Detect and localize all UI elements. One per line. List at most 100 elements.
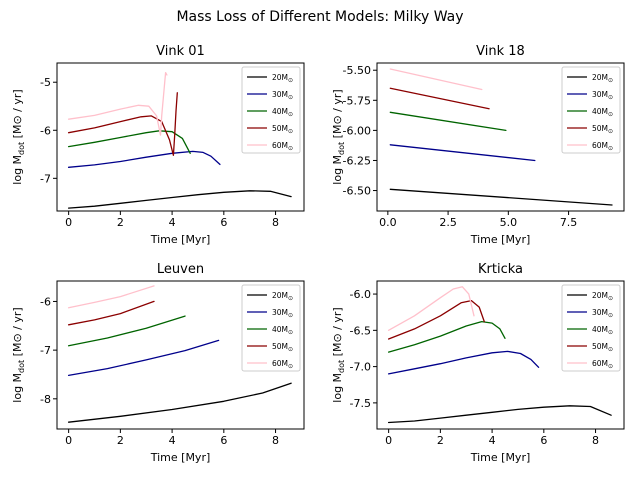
series-line-30msun [387,350,540,375]
x-tick-label: 8 [272,216,279,229]
legend-label: 20M⊙ [592,291,613,302]
legend-entry-30msun: 30M⊙ [247,308,293,319]
series-lines [67,285,292,423]
series-line-20msun [67,382,292,423]
legend-label: 40M⊙ [272,107,293,118]
legend-label-value: 40 [592,325,602,334]
legend-label: 50M⊙ [592,342,613,353]
legend-label-unit: M [602,359,608,368]
figure-suptitle: Mass Loss of Different Models: Milky Way [176,9,463,25]
series-lines [387,286,612,424]
legend-entry-60msun: 60M⊙ [247,141,293,152]
legend-label-sun: ⊙ [288,94,293,101]
legend-entry-20msun: 20M⊙ [247,291,293,302]
series-line-40msun [387,320,506,353]
legend-label: 30M⊙ [272,308,293,319]
legend-label-value: 50 [592,124,602,133]
legend-label-sun: ⊙ [608,346,613,353]
panel-title: Leuven [157,262,204,277]
legend-label-value: 30 [272,308,282,317]
legend-entry-60msun: 60M⊙ [567,141,613,152]
series-lines [389,68,613,206]
legend-label-value: 20 [592,73,602,82]
axes-frame [56,280,305,430]
legend-entry-30msun: 30M⊙ [247,90,293,101]
legend-box [241,284,301,372]
legend-label-unit: M [282,308,288,317]
x-tick-label: 2 [117,434,124,447]
legend-label-unit: M [282,73,288,82]
x-axis-label: Time [Myr] [470,451,531,464]
y-axis-label-log: log M [331,373,344,403]
legend-label: 40M⊙ [272,325,293,336]
legend-entry-50msun: 50M⊙ [247,124,293,135]
x-tick-label: 6 [540,434,547,447]
y-axis-label-log: log M [11,155,24,185]
legend-label: 50M⊙ [272,342,293,353]
y-tick-label: -6.50 [343,185,371,198]
y-axis-label-log: log M [331,155,344,185]
legend-label-sun: ⊙ [288,77,293,84]
legend-label-sun: ⊙ [288,295,293,302]
x-tick-label: 2.5 [439,216,457,229]
y-tick-label: -6.5 [350,324,371,337]
legend-label-unit: M [602,124,608,133]
legend: 20M⊙30M⊙40M⊙50M⊙60M⊙ [241,66,301,154]
x-axis-label: Time [Myr] [150,233,211,246]
legend-label: 30M⊙ [592,90,613,101]
legend-entry-40msun: 40M⊙ [247,107,293,118]
legend-label-sun: ⊙ [608,295,613,302]
series-line-50msun [67,300,155,326]
x-tick-label: 6 [220,434,227,447]
panel-krticka: Krticka 0 2 4 6 8 -7.5 -7.0 -6.5 -6.0 Time [Myr] lo… [331,262,625,464]
legend-label-value: 60 [272,359,282,368]
panel-title: Vink 01 [156,44,205,59]
panel-vink-01: Vink 01 0 2 4 6 8 -7 -6 -5 Time [Myr] log Mdot [M⊙… [11,44,305,246]
series-line-50msun [387,299,485,340]
legend-entry-60msun: 60M⊙ [247,359,293,370]
legend-label-unit: M [602,342,608,351]
x-tick-label: 2 [117,216,124,229]
y-axis-label-unit: [M⊙ / yr] [11,89,24,142]
series-line-50msun [389,87,490,110]
legend-label-sun: ⊙ [608,111,613,118]
legend-label: 30M⊙ [272,90,293,101]
x-tick-label: 4 [169,434,176,447]
y-axis-label-dot: dot [17,360,26,373]
legend-label-value: 50 [272,342,282,351]
legend-label-sun: ⊙ [288,329,293,336]
legend-label-unit: M [282,90,288,99]
legend-label-value: 60 [592,359,602,368]
legend-label-value: 60 [272,141,282,150]
series-line-40msun [67,315,186,347]
legend-label: 60M⊙ [592,359,613,370]
legend-entry-40msun: 40M⊙ [567,107,613,118]
y-axis-label: log Mdot [M⊙ / yr] [11,307,26,402]
legend-label-sun: ⊙ [288,145,293,152]
y-tick-label: -7 [40,344,51,357]
legend-entry-50msun: 50M⊙ [247,342,293,353]
y-tick-label: -6 [40,295,51,308]
series-line-40msun [389,111,507,132]
legend-label-value: 30 [592,308,602,317]
legend-label-sun: ⊙ [288,128,293,135]
legend-label-value: 20 [272,291,282,300]
legend-entry-30msun: 30M⊙ [567,90,613,101]
x-tick-label: 5.0 [500,216,518,229]
x-axis-label: Time [Myr] [470,233,531,246]
series-line-60msun [387,286,475,331]
panel-title: Krticka [478,262,523,277]
axes-frame [376,62,625,212]
panel-title: Vink 18 [476,44,525,59]
y-tick-label: -5 [40,76,51,89]
legend-label-unit: M [282,107,288,116]
panel-leuven: Leuven 0 2 4 6 8 -8 -7 -6 Time [Myr] log Mdot [M⊙ … [11,262,305,464]
y-axis-label: log Mdot [M⊙ / yr] [331,307,346,402]
series-line-20msun [389,188,613,206]
legend-label: 30M⊙ [592,308,613,319]
legend-label-unit: M [282,325,288,334]
legend-label: 60M⊙ [592,141,613,152]
legend-label-sun: ⊙ [288,346,293,353]
legend-box [241,66,301,154]
legend-label-unit: M [602,90,608,99]
